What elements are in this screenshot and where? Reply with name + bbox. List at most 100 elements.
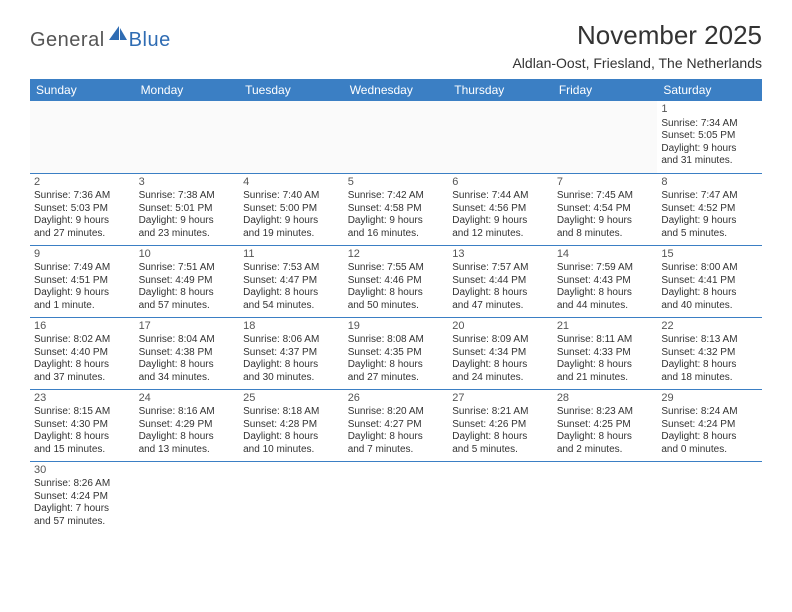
day-number: 18 [243,320,340,334]
day-info-line: Daylight: 8 hours [34,359,131,372]
day-info-line: and 5 minutes. [452,444,549,457]
day-info-line: Daylight: 8 hours [34,431,131,444]
empty-cell [239,461,344,533]
day-info-line: Sunset: 4:26 PM [452,419,549,432]
day-cell: 17Sunrise: 8:04 AMSunset: 4:38 PMDayligh… [135,317,240,389]
day-cell: 3Sunrise: 7:38 AMSunset: 5:01 PMDaylight… [135,173,240,245]
day-info-line: and 19 minutes. [243,228,340,241]
day-info-line: Sunrise: 7:42 AM [348,190,445,203]
day-info-line: Sunrise: 8:16 AM [139,406,236,419]
day-info-line: Daylight: 9 hours [661,143,758,156]
day-info-line: Sunset: 4:28 PM [243,419,340,432]
day-info-line: Sunrise: 8:23 AM [557,406,654,419]
day-cell: 26Sunrise: 8:20 AMSunset: 4:27 PMDayligh… [344,389,449,461]
week-row: 16Sunrise: 8:02 AMSunset: 4:40 PMDayligh… [30,317,762,389]
day-info-line: Sunset: 4:24 PM [34,491,131,504]
day-cell: 5Sunrise: 7:42 AMSunset: 4:58 PMDaylight… [344,173,449,245]
day-info-line: Daylight: 9 hours [243,215,340,228]
logo: General Blue [30,24,171,57]
day-info-line: Sunset: 4:34 PM [452,347,549,360]
day-info-line: Sunrise: 8:13 AM [661,334,758,347]
empty-cell [135,101,240,173]
day-info-line: Sunrise: 7:59 AM [557,262,654,275]
day-cell: 6Sunrise: 7:44 AMSunset: 4:56 PMDaylight… [448,173,553,245]
day-number: 28 [557,392,654,406]
empty-cell [344,101,449,173]
day-info-line: Sunrise: 7:40 AM [243,190,340,203]
day-info-line: Sunrise: 7:36 AM [34,190,131,203]
day-cell: 21Sunrise: 8:11 AMSunset: 4:33 PMDayligh… [553,317,658,389]
day-info-line: Sunrise: 8:18 AM [243,406,340,419]
day-cell: 11Sunrise: 7:53 AMSunset: 4:47 PMDayligh… [239,245,344,317]
day-info-line: Sunrise: 8:24 AM [661,406,758,419]
day-info-line: and 54 minutes. [243,300,340,313]
day-cell: 20Sunrise: 8:09 AMSunset: 4:34 PMDayligh… [448,317,553,389]
day-info-line: Daylight: 8 hours [348,359,445,372]
week-row: 9Sunrise: 7:49 AMSunset: 4:51 PMDaylight… [30,245,762,317]
day-info-line: Sunset: 4:47 PM [243,275,340,288]
day-info-line: Sunset: 4:38 PM [139,347,236,360]
day-info-line: Daylight: 9 hours [452,215,549,228]
day-info-line: Daylight: 8 hours [661,287,758,300]
day-info-line: Sunset: 4:35 PM [348,347,445,360]
day-number: 30 [34,464,131,478]
day-info-line: Sunset: 4:54 PM [557,203,654,216]
calendar-page: General Blue November 2025 Aldlan-Oost, … [0,0,792,543]
day-info-line: Daylight: 8 hours [661,359,758,372]
day-header-thursday: Thursday [448,79,553,101]
day-info-line: Daylight: 8 hours [348,431,445,444]
day-cell: 18Sunrise: 8:06 AMSunset: 4:37 PMDayligh… [239,317,344,389]
week-row: 2Sunrise: 7:36 AMSunset: 5:03 PMDaylight… [30,173,762,245]
day-info-line: Sunrise: 8:15 AM [34,406,131,419]
day-header-sunday: Sunday [30,79,135,101]
day-header-friday: Friday [553,79,658,101]
day-info-line: Sunrise: 7:47 AM [661,190,758,203]
day-info-line: and 15 minutes. [34,444,131,457]
calendar-table: SundayMondayTuesdayWednesdayThursdayFrid… [30,79,762,533]
day-info-line: Sunset: 5:05 PM [661,130,758,143]
day-info-line: and 50 minutes. [348,300,445,313]
day-header-monday: Monday [135,79,240,101]
day-info-line: Sunset: 5:00 PM [243,203,340,216]
day-info-line: Daylight: 9 hours [348,215,445,228]
day-info-line: Daylight: 8 hours [452,359,549,372]
day-info-line: and 23 minutes. [139,228,236,241]
day-info-line: Sunset: 4:33 PM [557,347,654,360]
day-info-line: Sunset: 4:30 PM [34,419,131,432]
day-cell: 16Sunrise: 8:02 AMSunset: 4:40 PMDayligh… [30,317,135,389]
day-info-line: Sunrise: 8:06 AM [243,334,340,347]
week-row: 30Sunrise: 8:26 AMSunset: 4:24 PMDayligh… [30,461,762,533]
day-info-line: and 16 minutes. [348,228,445,241]
day-info-line: and 30 minutes. [243,372,340,385]
title-block: November 2025 Aldlan-Oost, Friesland, Th… [512,20,762,71]
day-info-line: Daylight: 9 hours [661,215,758,228]
day-info-line: and 13 minutes. [139,444,236,457]
day-cell: 2Sunrise: 7:36 AMSunset: 5:03 PMDaylight… [30,173,135,245]
day-cell: 15Sunrise: 8:00 AMSunset: 4:41 PMDayligh… [657,245,762,317]
day-info-line: and 2 minutes. [557,444,654,457]
day-number: 4 [243,176,340,190]
day-info-line: Daylight: 8 hours [243,287,340,300]
day-cell: 9Sunrise: 7:49 AMSunset: 4:51 PMDaylight… [30,245,135,317]
day-info-line: Daylight: 8 hours [661,431,758,444]
day-number: 17 [139,320,236,334]
day-number: 5 [348,176,445,190]
day-info-line: Sunset: 4:25 PM [557,419,654,432]
day-info-line: Daylight: 8 hours [243,359,340,372]
day-number: 23 [34,392,131,406]
day-info-line: and 40 minutes. [661,300,758,313]
day-cell: 12Sunrise: 7:55 AMSunset: 4:46 PMDayligh… [344,245,449,317]
day-cell: 25Sunrise: 8:18 AMSunset: 4:28 PMDayligh… [239,389,344,461]
day-info-line: Sunset: 4:29 PM [139,419,236,432]
day-cell: 14Sunrise: 7:59 AMSunset: 4:43 PMDayligh… [553,245,658,317]
header: General Blue November 2025 Aldlan-Oost, … [30,20,762,71]
day-info-line: and 5 minutes. [661,228,758,241]
day-info-line: Sunset: 4:56 PM [452,203,549,216]
day-info-line: Sunset: 4:37 PM [243,347,340,360]
day-info-line: Daylight: 8 hours [139,359,236,372]
calendar-body: 1Sunrise: 7:34 AMSunset: 5:05 PMDaylight… [30,101,762,533]
day-cell: 27Sunrise: 8:21 AMSunset: 4:26 PMDayligh… [448,389,553,461]
day-number: 21 [557,320,654,334]
empty-cell [448,461,553,533]
day-number: 9 [34,248,131,262]
